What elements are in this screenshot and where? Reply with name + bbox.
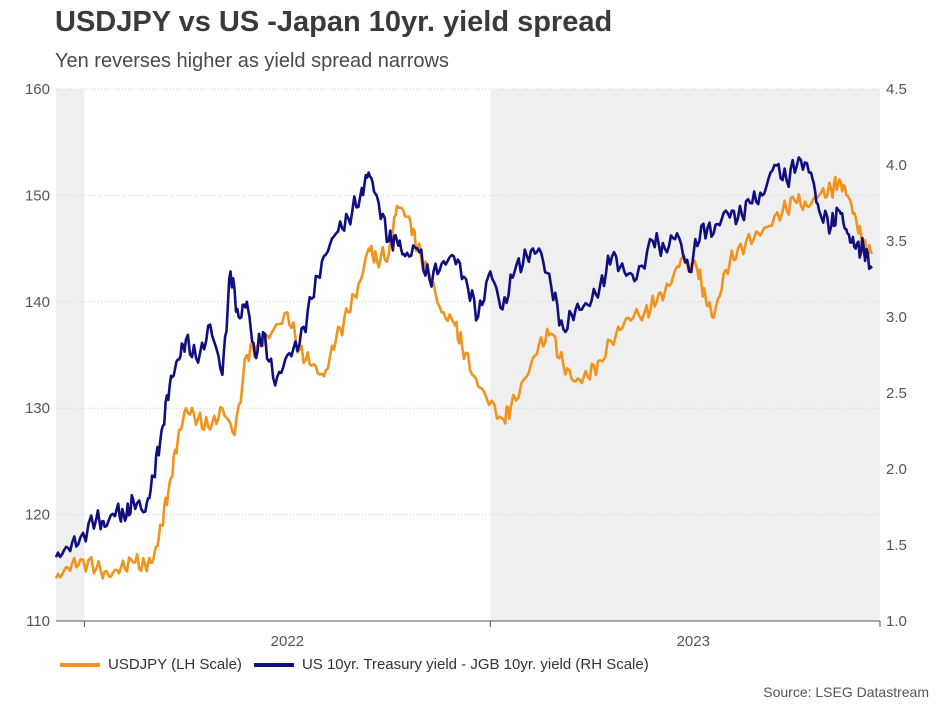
series-lines <box>54 156 874 580</box>
source-note: Source: LSEG Datastream <box>763 684 929 700</box>
right-tick-4.0: 4.0 <box>886 157 907 174</box>
x-tick-2023: 2023 <box>677 633 710 650</box>
right-tick-2.0: 2.0 <box>886 461 907 478</box>
left-tick-120: 120 <box>25 507 50 524</box>
legend-swatch-spread <box>253 662 294 667</box>
shaded-period-0 <box>56 89 85 621</box>
gridlines <box>56 88 880 516</box>
left-tick-160: 160 <box>25 81 50 98</box>
left-tick-140: 140 <box>25 294 50 311</box>
right-tick-1.0: 1.0 <box>886 613 907 630</box>
yield-spread-line <box>54 156 873 559</box>
legend-item-spread: US 10yr. Treasury yield - JGB 10yr. yiel… <box>253 656 649 673</box>
x-tick-2022: 2022 <box>271 633 304 650</box>
right-tick-2.5: 2.5 <box>886 385 907 402</box>
legend-item-usdjpy: USDJPY (LH Scale) <box>60 656 242 673</box>
axes: 110 120 130 140 150 160 1.0 1.5 2.0 2.5 3.0 3.5 4.0 4… <box>25 81 907 650</box>
shaded-periods <box>56 89 880 621</box>
usdjpy-line <box>54 175 874 580</box>
right-tick-3.0: 3.0 <box>886 309 907 326</box>
legend: USDJPY (LH Scale) US 10yr. Treasury yiel… <box>60 656 661 673</box>
shaded-period-1 <box>490 89 880 621</box>
right-tick-3.5: 3.5 <box>886 233 907 250</box>
legend-swatch-usdjpy <box>60 662 100 667</box>
chart-title: USDJPY vs US -Japan 10yr. yield spread <box>55 6 613 38</box>
legend-label-usdjpy: USDJPY (LH Scale) <box>108 656 242 673</box>
right-tick-4.5: 4.5 <box>886 81 907 98</box>
left-tick-130: 130 <box>25 400 50 417</box>
right-tick-1.5: 1.5 <box>886 537 907 554</box>
left-tick-150: 150 <box>25 187 50 204</box>
chart-subtitle: Yen reverses higher as yield spread narr… <box>55 50 449 72</box>
left-tick-110: 110 <box>26 613 50 630</box>
legend-label-spread: US 10yr. Treasury yield - JGB 10yr. yiel… <box>301 656 649 673</box>
